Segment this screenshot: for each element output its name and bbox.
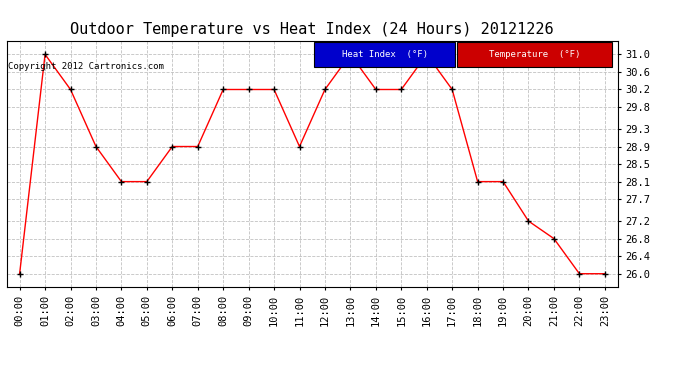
Text: Heat Index  (°F): Heat Index (°F) bbox=[342, 50, 428, 59]
Text: Copyright 2012 Cartronics.com: Copyright 2012 Cartronics.com bbox=[8, 62, 164, 71]
Text: Temperature  (°F): Temperature (°F) bbox=[489, 50, 580, 59]
Title: Outdoor Temperature vs Heat Index (24 Hours) 20121226: Outdoor Temperature vs Heat Index (24 Ho… bbox=[70, 22, 554, 37]
